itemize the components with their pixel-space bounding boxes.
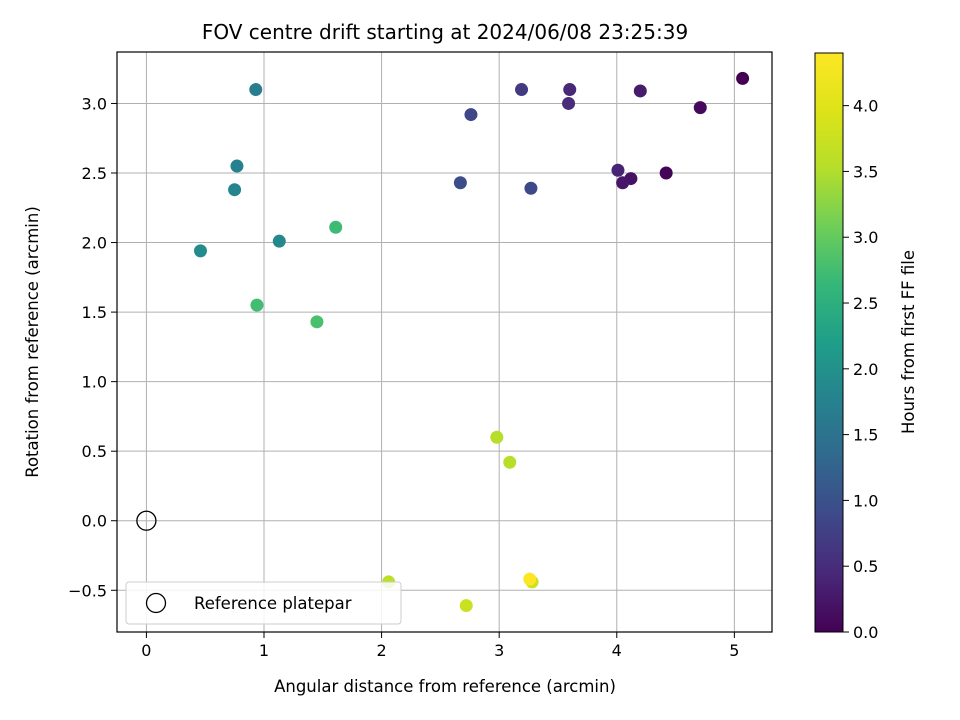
colorbar-tick-label: 1.5 — [853, 426, 878, 445]
legend: Reference platepar — [125, 581, 402, 625]
y-tick-label: 0.0 — [82, 512, 107, 531]
colorbar-tick-label: 3.0 — [853, 228, 878, 247]
y-tick-label: 1.5 — [82, 303, 107, 322]
data-point — [523, 572, 537, 586]
data-point — [563, 83, 577, 97]
colorbar-tick-label: 2.5 — [853, 294, 878, 313]
data-point — [659, 166, 673, 180]
y-tick-label: 0.5 — [82, 442, 107, 461]
data-point — [453, 176, 467, 190]
data-point — [459, 599, 473, 613]
x-tick-label: 0 — [141, 641, 151, 660]
y-tick-label: 3.0 — [82, 94, 107, 113]
colorbar-tick-label: 1.0 — [853, 491, 878, 510]
data-point — [611, 163, 625, 177]
grid — [117, 52, 772, 632]
legend-box — [125, 581, 402, 625]
data-point — [736, 71, 750, 85]
colorbar-label: Hours from first FF file — [899, 250, 918, 434]
colorbar-gradient — [814, 52, 844, 633]
colorbar: 0.0 0.5 1.0 1.5 2.0 2.5 3.0 3.5 4.0 Hours from f… — [814, 52, 918, 642]
colorbar-ticks: 0.0 0.5 1.0 1.5 2.0 2.5 3.0 3.5 4.0 — [843, 97, 878, 642]
colorbar-tick-label: 4.0 — [853, 97, 878, 116]
data-point — [524, 181, 538, 195]
data-point — [633, 84, 647, 98]
data-points — [136, 71, 750, 613]
data-point — [249, 83, 263, 97]
data-point — [310, 315, 324, 329]
data-point — [515, 83, 529, 97]
data-point — [464, 108, 478, 122]
colorbar-tick-label: 0.0 — [853, 623, 878, 642]
colorbar-tick-label: 3.5 — [853, 162, 878, 181]
y-tick-label: 2.5 — [82, 164, 107, 183]
data-point — [616, 176, 630, 190]
legend-label: Reference platepar — [194, 594, 352, 613]
chart-title: FOV centre drift starting at 2024/06/08 … — [202, 20, 688, 44]
data-point — [562, 96, 576, 110]
data-point — [228, 183, 242, 197]
data-point — [193, 244, 207, 258]
colorbar-tick-label: 2.0 — [853, 360, 878, 379]
y-tick-label: 2.0 — [82, 234, 107, 253]
y-tick-label: −0.5 — [68, 581, 107, 600]
y-axis-label: Rotation from reference (arcmin) — [23, 206, 42, 478]
data-point — [503, 455, 517, 469]
data-point — [693, 101, 707, 115]
x-tick-label: 4 — [612, 641, 622, 660]
x-tick-label: 2 — [376, 641, 386, 660]
data-point — [329, 220, 343, 234]
x-tick-label: 3 — [494, 641, 504, 660]
axis-ticks: 0 1 2 3 4 5 −0.5 0.0 0.5 1.0 1.5 2.0 2.5 3.0 — [68, 94, 739, 660]
x-tick-label: 1 — [259, 641, 269, 660]
data-point — [272, 234, 286, 248]
x-tick-label: 5 — [729, 641, 739, 660]
data-point — [230, 159, 244, 173]
data-point — [250, 298, 264, 312]
data-point — [490, 430, 504, 444]
legend-marker — [145, 592, 167, 614]
colorbar-tick-label: 0.5 — [853, 557, 878, 576]
plot-frame — [116, 51, 773, 633]
y-tick-label: 1.0 — [82, 373, 107, 392]
x-axis-label: Angular distance from reference (arcmin) — [274, 677, 616, 696]
reference-point-marker — [136, 510, 157, 531]
